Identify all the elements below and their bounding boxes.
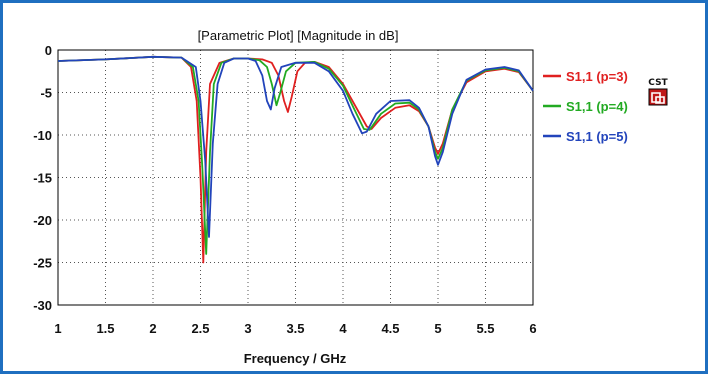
y-tick-label: -20 [33, 213, 52, 228]
chart-svg: [Parametric Plot] [Magnitude in dB] 1 1.5… [33, 28, 669, 366]
x-tick-label: 4 [339, 321, 347, 336]
x-tick-label: 1 [54, 321, 61, 336]
grid [58, 50, 533, 305]
y-tick-labels: 0 -5 -10 -15 -20 -25 -30 [33, 43, 52, 313]
x-tick-label: 3.5 [286, 321, 304, 336]
cst-logo-glyph [651, 92, 665, 104]
cst-logo-icon: CST [648, 78, 669, 106]
series-lines [57, 55, 534, 264]
cst-logo-text: CST [648, 78, 668, 88]
plot-area [57, 49, 534, 306]
y-tick-label: -25 [33, 256, 52, 271]
series-line-1 [57, 55, 534, 264]
chart-title: [Parametric Plot] [Magnitude in dB] [198, 28, 399, 43]
legend-label-1: S1,1 (p=3) [566, 69, 628, 84]
x-tick-label: 6 [529, 321, 536, 336]
x-tick-label: 3 [244, 321, 251, 336]
legend-label-3: S1,1 (p=5) [566, 129, 628, 144]
legend: S1,1 (p=3) S1,1 (p=4) S1,1 (p=5) [543, 69, 628, 144]
series-line-3 [57, 55, 534, 238]
x-tick-labels: 1 1.5 2 2.5 3 3.5 4 4.5 5 5.5 6 [54, 321, 536, 336]
x-tick-label: 5 [434, 321, 441, 336]
x-tick-label: 4.5 [381, 321, 399, 336]
y-tick-label: 0 [45, 43, 52, 58]
y-tick-label: -5 [40, 86, 52, 101]
x-tick-label: 2.5 [191, 321, 209, 336]
y-tick-label: -15 [33, 171, 52, 186]
x-tick-label: 2 [149, 321, 156, 336]
legend-label-2: S1,1 (p=4) [566, 99, 628, 114]
y-tick-label: -30 [33, 298, 52, 313]
x-tick-label: 5.5 [476, 321, 494, 336]
x-tick-label: 1.5 [96, 321, 114, 336]
y-tick-label: -10 [33, 128, 52, 143]
x-axis-label: Frequency / GHz [244, 351, 347, 366]
